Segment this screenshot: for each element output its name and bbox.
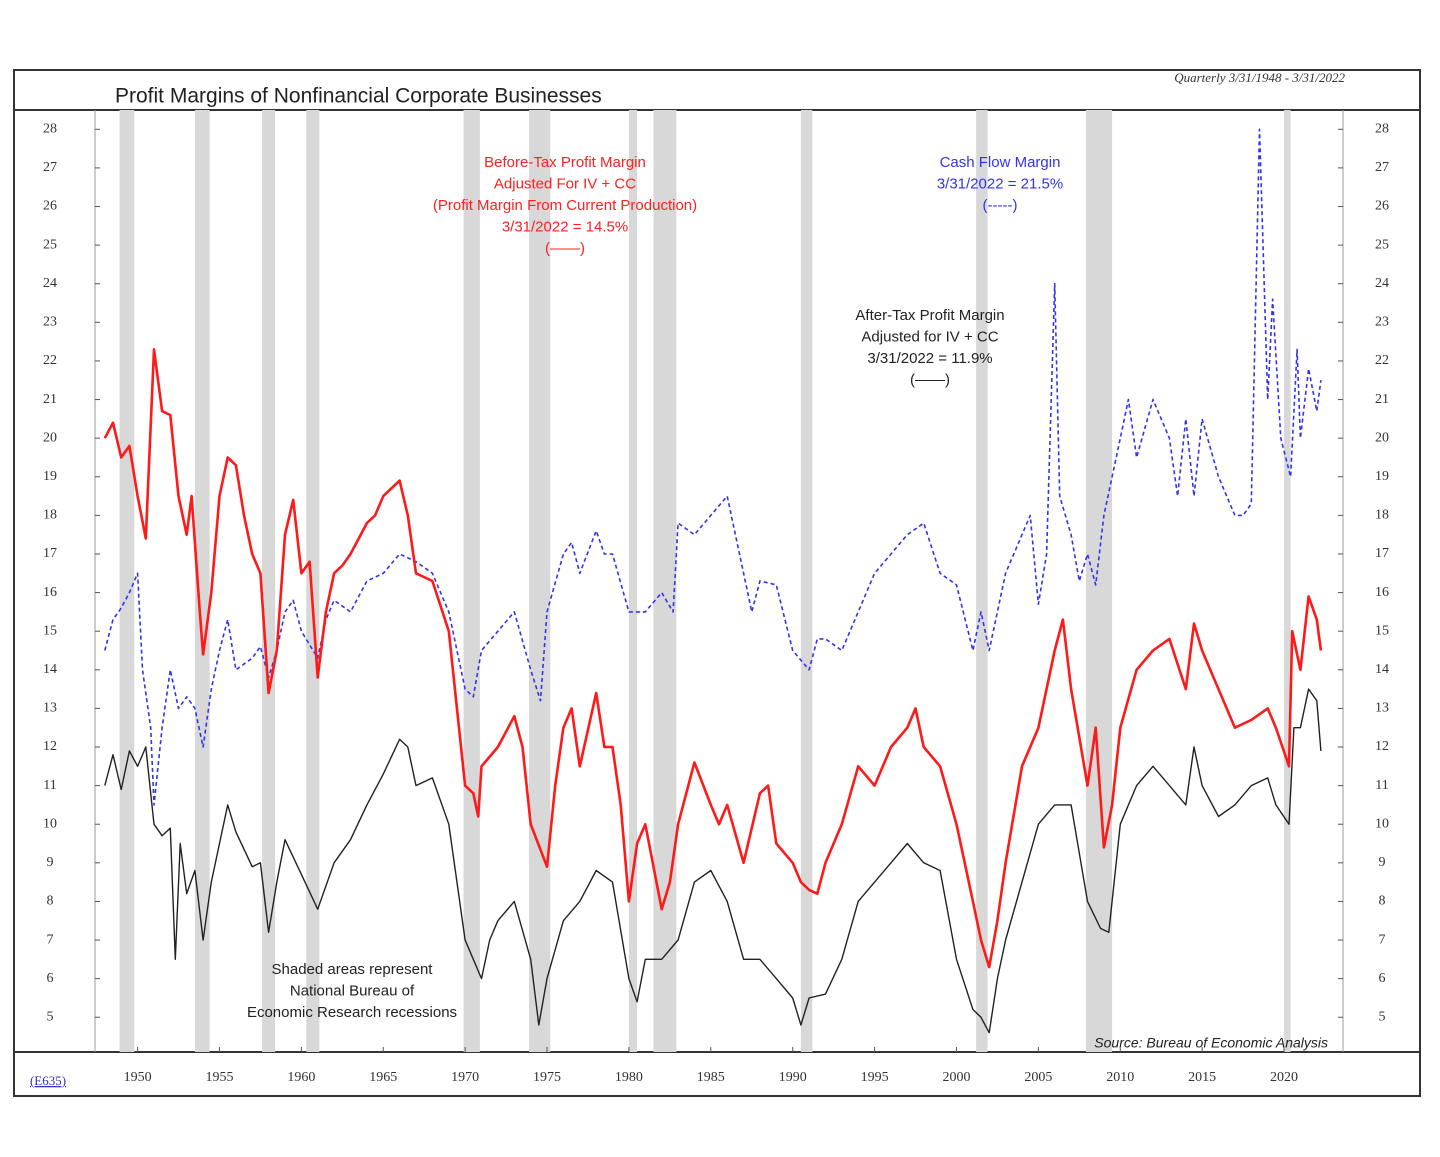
y2-tick-label: 13 (1375, 701, 1389, 716)
y2-tick-label: 12 (1375, 739, 1389, 754)
y-tick-label: 25 (43, 237, 57, 252)
y-tick-label: 19 (43, 469, 57, 484)
line-series (104, 688, 1322, 1034)
recession-band (976, 110, 988, 1052)
recession-band (306, 110, 320, 1052)
annotation: National Bureau of (290, 982, 415, 999)
x-tick-label: 2000 (942, 1070, 970, 1085)
y-tick-label: 20 (43, 430, 57, 445)
y2-tick-label: 7 (1379, 932, 1386, 947)
source: Source: Bureau of Economic Analysis (1094, 1035, 1328, 1051)
y2-tick-label: 26 (1375, 199, 1389, 214)
y2-tick-label: 8 (1379, 894, 1386, 909)
annotation: 3/31/2022 = 21.5% (937, 175, 1063, 192)
y2-tick-label: 15 (1375, 623, 1389, 638)
y2-tick-label: 19 (1375, 469, 1389, 484)
x-tick-label: 2020 (1270, 1070, 1298, 1085)
x-tick-label: 2015 (1188, 1070, 1216, 1085)
annotation: Cash Flow Margin (940, 154, 1061, 171)
y-tick-label: 10 (43, 816, 57, 831)
y-tick-label: 6 (47, 971, 54, 986)
annotation: 3/31/2022 = 11.9% (867, 350, 992, 367)
subtitle: Quarterly 3/31/1948 - 3/31/2022 (1174, 70, 1345, 85)
annotation: After-Tax Profit Margin (855, 307, 1004, 324)
y-tick-label: 23 (43, 315, 57, 330)
annotation: Shaded areas represent (272, 961, 434, 978)
x-tick-label: 1980 (615, 1070, 643, 1085)
y2-tick-label: 10 (1375, 816, 1389, 831)
y-tick-label: 11 (43, 778, 56, 793)
y2-tick-label: 18 (1375, 508, 1389, 523)
chart-code[interactable]: (E635) (30, 1073, 66, 1088)
x-tick-label: 2005 (1024, 1070, 1052, 1085)
y2-tick-label: 21 (1375, 392, 1389, 407)
y-tick-label: 24 (43, 276, 57, 291)
x-tick-label: 1965 (369, 1070, 397, 1085)
recession-band (628, 110, 638, 1052)
y2-tick-label: 5 (1379, 1009, 1386, 1024)
y-tick-label: 17 (43, 546, 57, 561)
y-tick-label: 7 (47, 932, 54, 947)
annotation: Adjusted for IV + CC (861, 328, 998, 345)
y-tick-label: 28 (43, 122, 57, 137)
annotation: (Profit Margin From Current Production) (433, 197, 697, 214)
y2-tick-label: 11 (1375, 778, 1388, 793)
recession-band (653, 110, 677, 1052)
y-tick-label: 15 (43, 623, 57, 638)
recession-band (529, 110, 551, 1052)
y-tick-label: 22 (43, 353, 57, 368)
x-tick-label: 1995 (861, 1070, 889, 1085)
recession-band (1085, 110, 1113, 1052)
frame (13, 69, 1421, 1097)
x-tick-label: 1960 (287, 1070, 315, 1085)
recession-band (800, 110, 813, 1052)
recession-band (262, 110, 276, 1052)
recession-band (1284, 110, 1291, 1052)
recession-band (119, 110, 135, 1052)
y2-tick-label: 6 (1379, 971, 1386, 986)
annotation: Economic Research recessions (247, 1004, 457, 1021)
y2-tick-label: 25 (1375, 237, 1389, 252)
y2-tick-label: 16 (1375, 585, 1389, 600)
y-tick-label: 26 (43, 199, 57, 214)
chart-title: Profit Margins of Nonfinancial Corporate… (115, 85, 602, 108)
y-tick-label: 8 (47, 894, 54, 909)
y2-tick-label: 23 (1375, 315, 1389, 330)
annotation: (-----) (983, 197, 1018, 214)
y-tick-label: 12 (43, 739, 57, 754)
y-tick-label: 27 (43, 160, 57, 175)
y2-tick-label: 14 (1375, 662, 1389, 677)
y-tick-label: 5 (47, 1009, 54, 1024)
recession-band (463, 110, 480, 1052)
x-tick-label: 2010 (1106, 1070, 1134, 1085)
y2-tick-label: 22 (1375, 353, 1389, 368)
y-tick-label: 16 (43, 585, 57, 600)
annotation: 3/31/2022 = 14.5% (502, 218, 628, 235)
y2-tick-label: 17 (1375, 546, 1389, 561)
annotation: (——) (910, 371, 950, 388)
y2-tick-label: 28 (1375, 122, 1389, 137)
y-tick-label: 18 (43, 508, 57, 523)
annotation: Before-Tax Profit Margin (484, 154, 646, 171)
y-tick-label: 21 (43, 392, 57, 407)
x-tick-label: 1990 (779, 1070, 807, 1085)
x-tick-label: 1970 (451, 1070, 479, 1085)
y2-tick-label: 27 (1375, 160, 1389, 175)
line-series (103, 348, 1323, 969)
y-tick-label: 14 (43, 662, 57, 677)
x-tick-label: 1985 (697, 1070, 725, 1085)
x-tick-label: 1975 (533, 1070, 561, 1085)
x-tick-label: 1950 (124, 1070, 152, 1085)
y2-tick-label: 20 (1375, 430, 1389, 445)
annotation: Adjusted For IV + CC (494, 175, 636, 192)
recession-band (194, 110, 210, 1052)
line-series (104, 128, 1322, 806)
annotation: (——) (545, 240, 585, 257)
y2-tick-label: 24 (1375, 276, 1389, 291)
y-tick-label: 13 (43, 701, 57, 716)
y2-tick-label: 9 (1379, 855, 1386, 870)
y-tick-label: 9 (47, 855, 54, 870)
x-tick-label: 1955 (205, 1070, 233, 1085)
